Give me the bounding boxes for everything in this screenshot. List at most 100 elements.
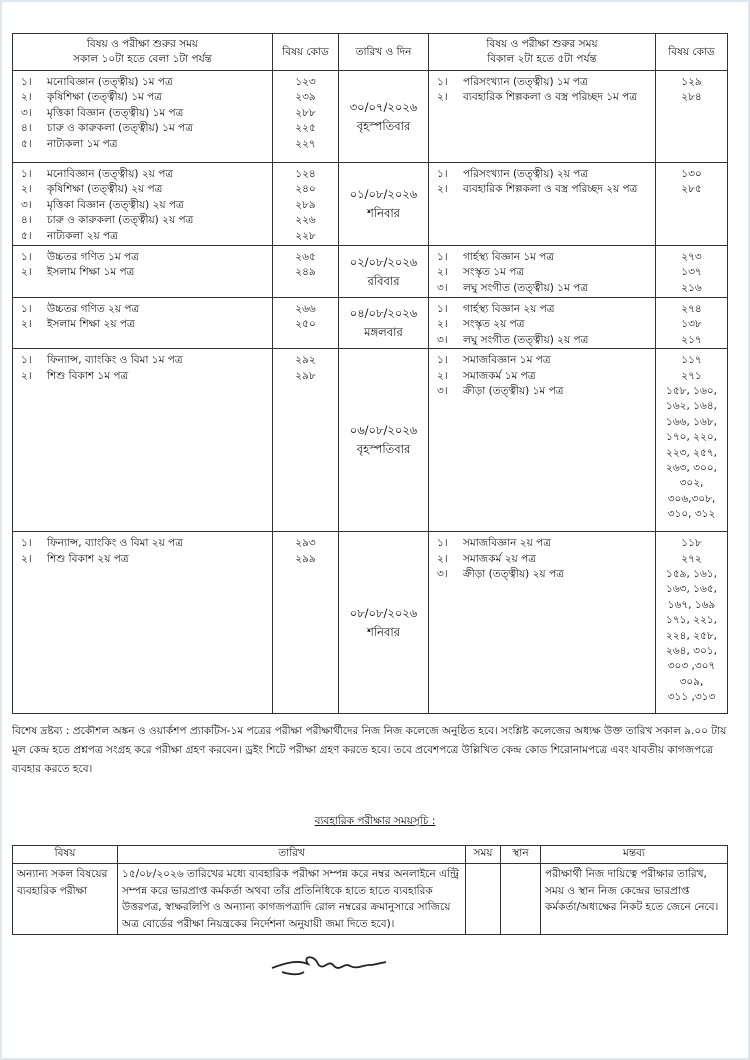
subject-name: সংস্কৃত ১ম পত্র (463, 266, 525, 279)
signature (271, 956, 387, 976)
subject-name: ফিন্যান্স, ব্যাংকিং ও বিমা ২য় পত্র (47, 537, 183, 550)
right-subjects: ১। সমাজবিজ্ঞান ২য় পত্র ২। সমাজকর্ম ২য় পত্… (428, 531, 656, 715)
subject-code: ১২৯ (681, 76, 702, 88)
subject-name: নাট্যকলা ১ম পত্র (47, 137, 118, 150)
subject-code: ১৬২, ১৬৪, (666, 400, 717, 413)
item-number: ১। (21, 354, 32, 367)
subject-name: ইসলাম শিক্ষা ১ম পত্র (47, 266, 135, 279)
table-row: ১। মনোবিজ্ঞান (তত্ত্বীয়) ১ম পত্র ২। কৃষিশি… (12, 70, 728, 163)
item-number: ১। (21, 537, 32, 550)
left_codes: ২৯২ ২৯৮ (272, 348, 339, 533)
exam-day: রবিবার (367, 273, 400, 288)
subject-name: লঘু সংগীত (তত্ত্বীয়) ২য় পত্র (463, 333, 589, 346)
exam-date-cell: ০৮/০৮/২০২৬ শনিবার (338, 531, 429, 715)
subject-name: নাট্যকলা ২য় পত্র (47, 229, 118, 242)
practical-schedule-table: বিষয় তারিখ সময় স্থান মন্তব্য অন্যান্য … (12, 845, 728, 935)
subject-item: ২। সমাজকর্ম ২য় পত্র (437, 552, 655, 567)
subject-item: ২। সংস্কৃত ১ম পত্র (437, 265, 655, 280)
subject-item: ২। শিশু বিকাশ ২য় পত্র (21, 552, 272, 567)
subject-code: ২৩৯ (295, 91, 316, 104)
left-subjects: ১। ফিন্যান্স, ব্যাংকিং ও বিমা ১ম পত্র ২। শি… (12, 348, 273, 533)
practical-subject: অন্যান্য সকল বিষয়ের ব্যবহারিক পরীক্ষা (12, 863, 118, 935)
subject-code: ২২৫ (295, 122, 316, 135)
subject-code: ১৬৩, ১৬৫, (666, 583, 717, 596)
subject-code: ১৩৭ (681, 266, 702, 279)
exam-date: ০১/০৮/২০২৬ (349, 187, 418, 201)
subject-name: শিশু বিকাশ ১ম পত্র (47, 369, 129, 382)
exam-schedule-table: বিষয় ও পরীক্ষা শুরুর সময় সকাল ১০টা হতে … (12, 33, 728, 715)
item-number: ৩। (437, 333, 448, 346)
subject-code: ১১৮ (681, 537, 702, 550)
practical-title: ব্যবহারিক পরীক্ষার সময়সূচি : (314, 815, 436, 827)
subject-code: ২১৭ (681, 333, 702, 346)
right_codes: ১১৮ ২৭২ ১৫৯, ১৬১, ১৬৩, ১৬৫, ১৬৭, ১৬৯ ১৭১, ২২১… (655, 531, 728, 715)
header-subject: বিষয় (12, 845, 118, 864)
subject-code: ২৬৪, ৩০১, (666, 645, 717, 658)
item-number: ২। (437, 369, 448, 382)
item-number: ১। (437, 303, 448, 315)
item-number: ২। (21, 91, 32, 104)
table-row: ১। উচ্চতর গণিত ১ম পত্র ২। ইসলাম শিক্ষা ১ম প… (12, 245, 728, 298)
subject-item: ২। কৃষিশিক্ষা (তত্ত্বীয়) ১ম পত্র (21, 90, 272, 105)
subject-code: ২৬৩, ৩০০, (666, 462, 717, 475)
subject-name: ফিন্যান্স, ব্যাংকিং ও বিমা ১ম পত্র (47, 354, 183, 367)
subject-item: ১। উচ্চতর গণিত ১ম পত্র (21, 250, 272, 265)
practical-time (465, 863, 501, 935)
item-number: ৩। (21, 198, 32, 211)
subject-code: ৩০৬,৩০৮, (667, 492, 716, 505)
subject-code: ১৬৬, ১৬৮, (666, 415, 717, 428)
item-number: ২। (437, 91, 448, 104)
right_codes: ১১৭ ২৭১ ১৫৮, ১৬০, ১৬২, ১৬৪, ১৬৬, ১৬৮, ১৭০, ২২… (655, 348, 728, 533)
subject-code: ৩০২, (679, 477, 704, 490)
subject-code: ১৩০ (681, 168, 702, 180)
header-right-subject: বিষয় ও পরীক্ষা শুরুর সময় বিকাল ২টা হতে … (428, 33, 656, 71)
subject-code: ৩০৩ ,৩০৭ (667, 660, 716, 673)
subject-name: ব্যবহারিক শিল্পকলা ও বস্ত্র পরিচ্ছদ ১ম প… (463, 91, 638, 104)
subject-name: চারু ও কারুকলা (তত্ত্বীয়) ২য় পত্র (47, 214, 194, 227)
item-number: ১। (21, 251, 32, 263)
subject-item: ৩। ক্রীড়া (তত্ত্বীয়) ১ম পত্র (437, 384, 655, 399)
subject-code: ২৮৯ (295, 198, 316, 211)
subject-item: ৩। মৃত্তিকা বিজ্ঞান (তত্ত্বীয়) ২য় পত্র (21, 198, 272, 213)
subject-name: মৃত্তিকা বিজ্ঞান (তত্ত্বীয়) ২য় পত্র (47, 198, 184, 211)
subject-item: ১। মনোবিজ্ঞান (তত্ত্বীয়) ২য় পত্র (21, 167, 272, 182)
subject-code: ২৯২ (295, 354, 316, 367)
left-subjects: ১। উচ্চতর গণিত ২য় পত্র ২। ইসলাম শিক্ষা ২য়… (12, 296, 273, 350)
exam-date-cell: ৩০/০৭/২০২৬ বৃহস্পতিবার (338, 70, 429, 163)
table-row: ১। মনোবিজ্ঞান (তত্ত্বীয়) ২য় পত্র ২। কৃষিশ… (12, 162, 728, 246)
left-subjects: ১। ফিন্যান্স, ব্যাংকিং ও বিমা ২য় পত্র ২। শ… (12, 531, 273, 715)
left_codes: ১২৩ ২৩৯ ২৮৮ ২২৫ ২২৭ (272, 70, 339, 163)
header-remarks: মন্তব্য (540, 845, 728, 864)
item-number: ১। (437, 354, 448, 367)
item-number: ২। (21, 318, 32, 331)
header-line: সকাল ১০টা হতে বেলা ১টা পর্যন্ত (73, 53, 212, 65)
exam-day: বৃহস্পতিবার (356, 118, 411, 133)
exam-date: ০৪/০৮/২০২৬ (349, 306, 418, 321)
header-line: বিকাল ২টা হতে ৫টা পর্যন্ত (487, 53, 597, 65)
item-number: ২। (437, 183, 448, 196)
subject-item: ২। শিশু বিকাশ ১ম পত্র (21, 369, 272, 384)
subject-code: ২২৭ (295, 137, 316, 150)
subject-name: ব্যবহারিক শিল্পকলা ও বস্ত্র পরিচ্ছদ ২য় … (463, 183, 638, 196)
subject-code: ৩০৯, (679, 675, 704, 688)
item-number: ২। (21, 369, 32, 382)
item-number: ১। (21, 76, 32, 88)
subject-item: ১। মনোবিজ্ঞান (তত্ত্বীয়) ১ম পত্র (21, 75, 272, 90)
subject-item: ২। ব্যবহারিক শিল্পকলা ও বস্ত্র পরিচ্ছদ ২য… (437, 182, 655, 197)
exam-date: ০৮/০৮/২০২৬ (349, 605, 418, 620)
subject-item: ৩। লঘু সংগীত (তত্ত্বীয়) ১ম পত্র (437, 281, 655, 296)
subject-code: ১২৪ (295, 168, 316, 180)
item-number: ২। (437, 318, 448, 331)
subject-name: ইসলাম শিক্ষা ২য় পত্র (47, 318, 135, 331)
item-number: ১। (437, 76, 448, 88)
header-time: সময় (465, 845, 501, 864)
subject-name: সমাজবিজ্ঞান ১ম পত্র (463, 354, 551, 367)
right_codes: ২৭৪ ১৩৮ ২১৭ (655, 296, 728, 350)
item-number: ২। (21, 266, 32, 279)
subject-item: ২। সংস্কৃত ২য় পত্র (437, 317, 655, 332)
subject-name: মৃত্তিকা বিজ্ঞান (তত্ত্বীয়) ১ম পত্র (47, 106, 184, 119)
practical-place (500, 863, 541, 935)
subject-code: ২৯৯ (295, 552, 316, 565)
left-subjects: ১। মনোবিজ্ঞান (তত্ত্বীয়) ১ম পত্র ২। কৃষিশি… (12, 70, 273, 163)
subject-item: ২। কৃষিশিক্ষা (তত্ত্বীয়) ২য় পত্র (21, 182, 272, 197)
